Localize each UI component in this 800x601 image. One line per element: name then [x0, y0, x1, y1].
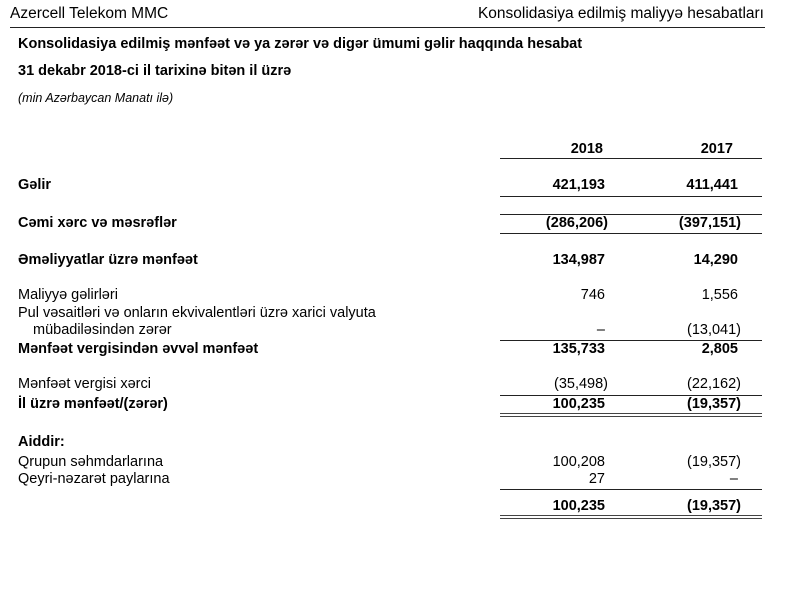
value-2018-finance-income: 746	[580, 287, 605, 303]
rule	[500, 214, 762, 215]
value-2018-non-controlling: 27	[588, 471, 605, 487]
currency-note: (min Azərbaycan Manatı ilə)	[18, 91, 174, 105]
statement-period: 31 dekabr 2018-ci il tarixinə bitən il ü…	[18, 63, 292, 79]
value-2018-total-expenses: (286,206)	[545, 215, 608, 231]
value-2017-shareholders: (19,357)	[686, 454, 741, 470]
value-2017-income-tax: (22,162)	[686, 376, 741, 392]
value-2017-net-profit: (19,357)	[686, 396, 741, 412]
statement-title: Konsolidasiya edilmiş mənfəət və ya zərə…	[18, 36, 583, 52]
row-label-non-controlling: Qeyri-nəzarət paylarına	[18, 471, 170, 487]
value-2017-total-expenses: (397,151)	[678, 215, 741, 231]
value-2018-fx-loss: –	[596, 322, 605, 338]
value-2017-operating-profit: 14,290	[693, 252, 738, 268]
rule	[500, 395, 762, 396]
row-label-income-tax: Mənfəət vergisi xərci	[18, 376, 151, 392]
rule	[500, 489, 762, 490]
row-label-net-profit: İl üzrə mənfəət/(zərər)	[18, 396, 168, 412]
value-2018-profit-before-tax: 135,733	[552, 341, 605, 357]
double-rule	[500, 515, 762, 519]
value-2017-finance-income: 1,556	[701, 287, 738, 303]
header-rule	[500, 158, 762, 159]
row-label-shareholders: Qrupun səhmdarlarına	[18, 454, 164, 470]
row-label-profit-before-tax: Mənfəət vergisindən əvvəl mənfəət	[18, 341, 259, 357]
row-label-fx-loss-cont: mübadiləsindən zərər	[33, 322, 172, 338]
value-2018-net-profit: 100,235	[552, 396, 605, 412]
value-2018-total-attributable: 100,235	[552, 498, 605, 514]
value-2018-income-tax: (35,498)	[553, 376, 608, 392]
row-label-total-expenses: Cəmi xərc və məsrəflər	[18, 215, 177, 231]
value-2017-profit-before-tax: 2,805	[701, 341, 738, 357]
value-2018-shareholders: 100,208	[552, 454, 605, 470]
row-label-revenue: Gəlir	[18, 177, 52, 193]
rule	[500, 196, 762, 197]
document-name: Konsolidasiya edilmiş maliyyə hesabatlar…	[477, 5, 764, 22]
value-2017-total-attributable: (19,357)	[686, 498, 741, 514]
double-rule	[500, 413, 762, 417]
column-header-2017: 2017	[700, 141, 733, 157]
value-2017-revenue: 411,441	[686, 177, 738, 193]
rule	[500, 340, 762, 341]
value-2017-fx-loss: (13,041)	[686, 322, 741, 338]
row-label-fx-loss: Pul vəsaitləri və onların ekvivalentləri…	[18, 305, 376, 321]
row-label-finance-income: Maliyyə gəlirləri	[18, 287, 118, 303]
column-header-2018: 2018	[570, 141, 603, 157]
company-name: Azercell Telekom MMC	[10, 5, 169, 22]
value-2017-non-controlling: –	[729, 471, 738, 487]
row-label-operating-profit: Əməliyyatlar üzrə mənfəət	[18, 252, 198, 268]
value-2018-operating-profit: 134,987	[552, 252, 605, 268]
header-divider	[10, 27, 765, 28]
rule	[500, 233, 762, 234]
row-label-attributable: Aiddir:	[18, 434, 65, 450]
value-2018-revenue: 421,193	[552, 177, 605, 193]
